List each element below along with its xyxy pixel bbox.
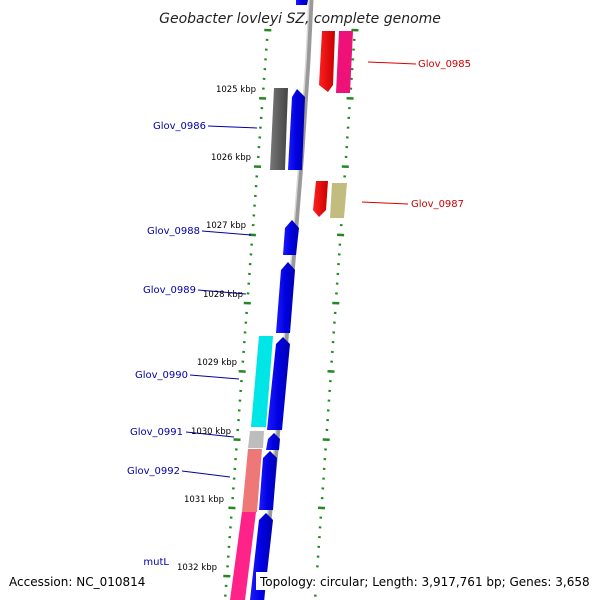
outer-tick-ring <box>313 28 359 597</box>
leader-glov-0991 <box>185 431 235 438</box>
footer-topology: Topology: circular; Length: 3,917,761 bp… <box>259 575 590 589</box>
gene-glov-0991-blue <box>266 433 280 450</box>
gene-label-mutl[interactable]: mutL <box>143 557 169 568</box>
gene-glov-0985-magenta <box>336 31 353 93</box>
footer-accession: Accession: NC_010814 <box>9 575 145 589</box>
gene-label-glov-0989[interactable]: Glov_0989 <box>143 285 196 296</box>
gene-glov-0988 <box>283 220 299 255</box>
kbp-label-1025: 1025 kbp <box>216 85 256 95</box>
gene-glov-0991-gray <box>248 431 264 448</box>
gene-glov-0990-blue <box>267 337 290 430</box>
gene-glov-0989 <box>276 262 295 333</box>
kbp-label-1026: 1026 kbp <box>211 153 251 163</box>
kbp-label-1032: 1032 kbp <box>177 563 217 573</box>
gene-mutl-pink <box>230 512 256 600</box>
gene-glov-0992-salmon <box>242 449 262 512</box>
gene-label-glov-0992[interactable]: Glov_0992 <box>127 466 180 477</box>
kbp-label-1030: 1030 kbp <box>191 427 231 437</box>
leader-glov-0988 <box>201 230 252 236</box>
gene-label-glov-0987[interactable]: Glov_0987 <box>411 199 464 210</box>
footer-accession-bg <box>4 572 152 590</box>
kbp-label-1028: 1028 kbp <box>203 290 243 300</box>
gene-glov-0987-olive <box>330 183 347 218</box>
gene-label-glov-0990[interactable]: Glov_0990 <box>135 370 188 381</box>
footer-topology-bg <box>256 572 594 590</box>
gene-glov-0990-cyan <box>251 336 273 427</box>
gene-label-glov-0988[interactable]: Glov_0988 <box>147 226 200 237</box>
kbp-label-1031: 1031 kbp <box>184 495 224 505</box>
kbp-label-1029: 1029 kbp <box>197 358 237 368</box>
leader-glov-0992 <box>181 470 231 478</box>
gene-glov-0987-red <box>313 181 328 217</box>
gene-glov-0986-blue <box>288 89 305 170</box>
gene-label-glov-0991[interactable]: Glov_0991 <box>130 427 183 438</box>
leader-glov-0986 <box>207 125 258 129</box>
inner-tick-ring <box>223 28 272 597</box>
gene-glov-0992-blue <box>259 451 277 510</box>
gene-glov-0985-red <box>319 31 335 92</box>
gene-mutl-blue <box>250 513 273 600</box>
leader-glov-0987 <box>361 201 409 205</box>
gene-glov-0986-gray <box>270 88 288 170</box>
gene-label-glov-0985[interactable]: Glov_0985 <box>418 59 471 70</box>
kbp-label-1027: 1027 kbp <box>206 221 246 231</box>
gene-top-partial <box>296 0 308 5</box>
gene-label-glov-0986[interactable]: Glov_0986 <box>153 121 206 132</box>
leader-glov-0989 <box>197 289 247 295</box>
leader-glov-0990 <box>189 374 240 380</box>
map-title: Geobacter lovleyi SZ, complete genome <box>159 11 441 27</box>
leader-glov-0985 <box>367 61 417 65</box>
